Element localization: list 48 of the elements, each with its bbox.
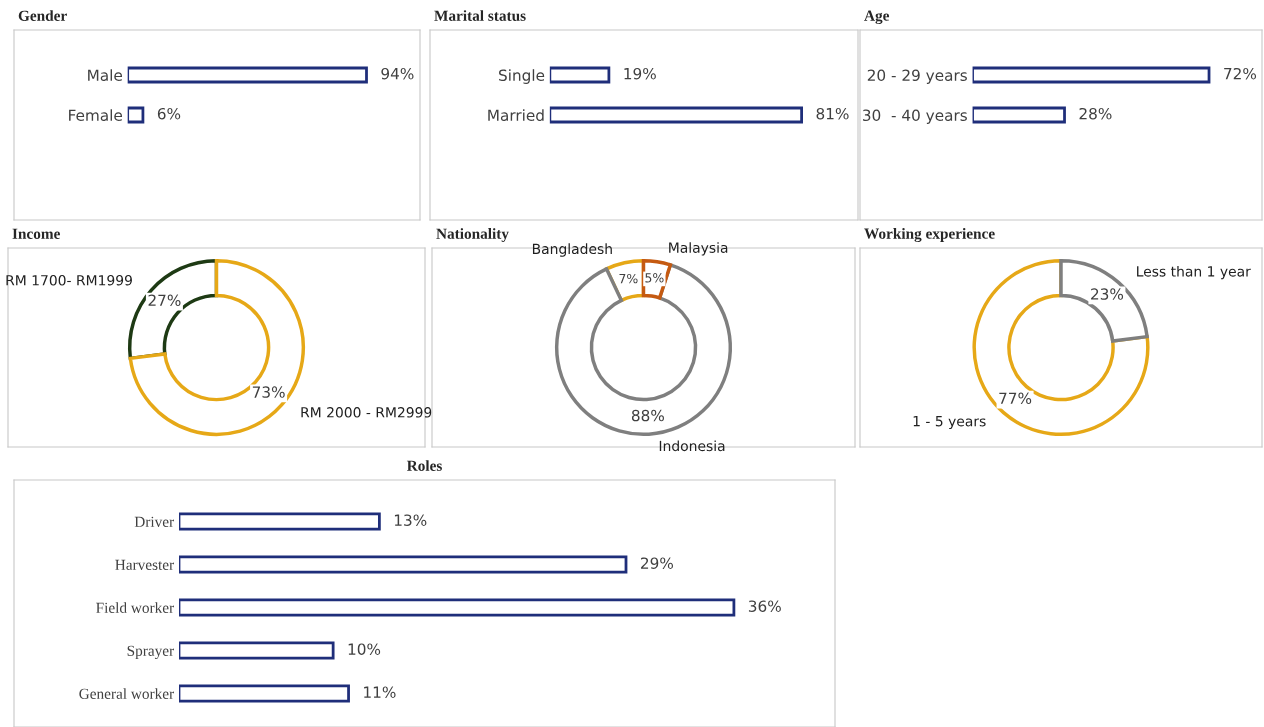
y-tick-label: Single (499, 69, 545, 84)
data-label: 23% (1091, 288, 1124, 300)
bar (179, 555, 628, 574)
data-label: 77% (999, 392, 1032, 405)
slice-label: Bangladesh (532, 243, 612, 257)
data-label: 36% (748, 600, 781, 612)
data-label: 28% (1079, 107, 1112, 120)
bar (179, 512, 381, 531)
y-tick-label: Female (69, 109, 123, 122)
chart-title: Nationality (436, 228, 509, 242)
y-tick-label: General worker (79, 688, 174, 699)
data-label: 13% (394, 514, 427, 526)
chart-title: Working experience (864, 228, 995, 242)
chart-title: Gender (18, 10, 67, 21)
data-label: 29% (641, 557, 674, 569)
data-label: 5% (645, 273, 664, 283)
slice-label: RM 2000 - RM2999 (301, 407, 432, 418)
slice-label: Malaysia (669, 242, 728, 256)
slice-label: Indonesia (659, 440, 725, 452)
chart-title: Roles (406, 460, 442, 471)
data-label: 19% (624, 67, 656, 80)
y-tick-label: 20 - 29 years (867, 69, 967, 84)
y-tick-label: Male (88, 69, 122, 82)
y-tick-label: Harvester (115, 559, 174, 570)
y-tick-label: Married (488, 109, 544, 122)
slice-label: 1 - 5 years (913, 416, 986, 430)
y-tick-label: Driver (134, 516, 174, 527)
data-label: 11% (364, 686, 396, 698)
data-label: 88% (631, 409, 664, 422)
y-tick-label: Field worker (96, 602, 175, 613)
slice-label: Less than 1 year (1137, 265, 1251, 280)
chart-title: Marital status (434, 10, 526, 21)
chart-title: Age (864, 10, 890, 24)
data-label: 81% (816, 107, 849, 120)
bar (179, 598, 736, 617)
data-label: 7% (619, 273, 638, 284)
bar (179, 641, 335, 660)
y-tick-label: Sprayer (127, 645, 174, 660)
data-label: 27% (148, 294, 181, 306)
data-label: 72% (1224, 67, 1257, 80)
data-label: 10% (348, 643, 381, 655)
data-label: 94% (381, 67, 414, 80)
chart-title: Income (12, 228, 60, 239)
y-tick-label: 30 - 40 years (863, 109, 967, 124)
data-label: 6% (157, 107, 181, 120)
slice-label: RM 1700- RM1999 (6, 275, 132, 286)
bar (179, 684, 350, 703)
data-label: 73% (252, 386, 285, 398)
